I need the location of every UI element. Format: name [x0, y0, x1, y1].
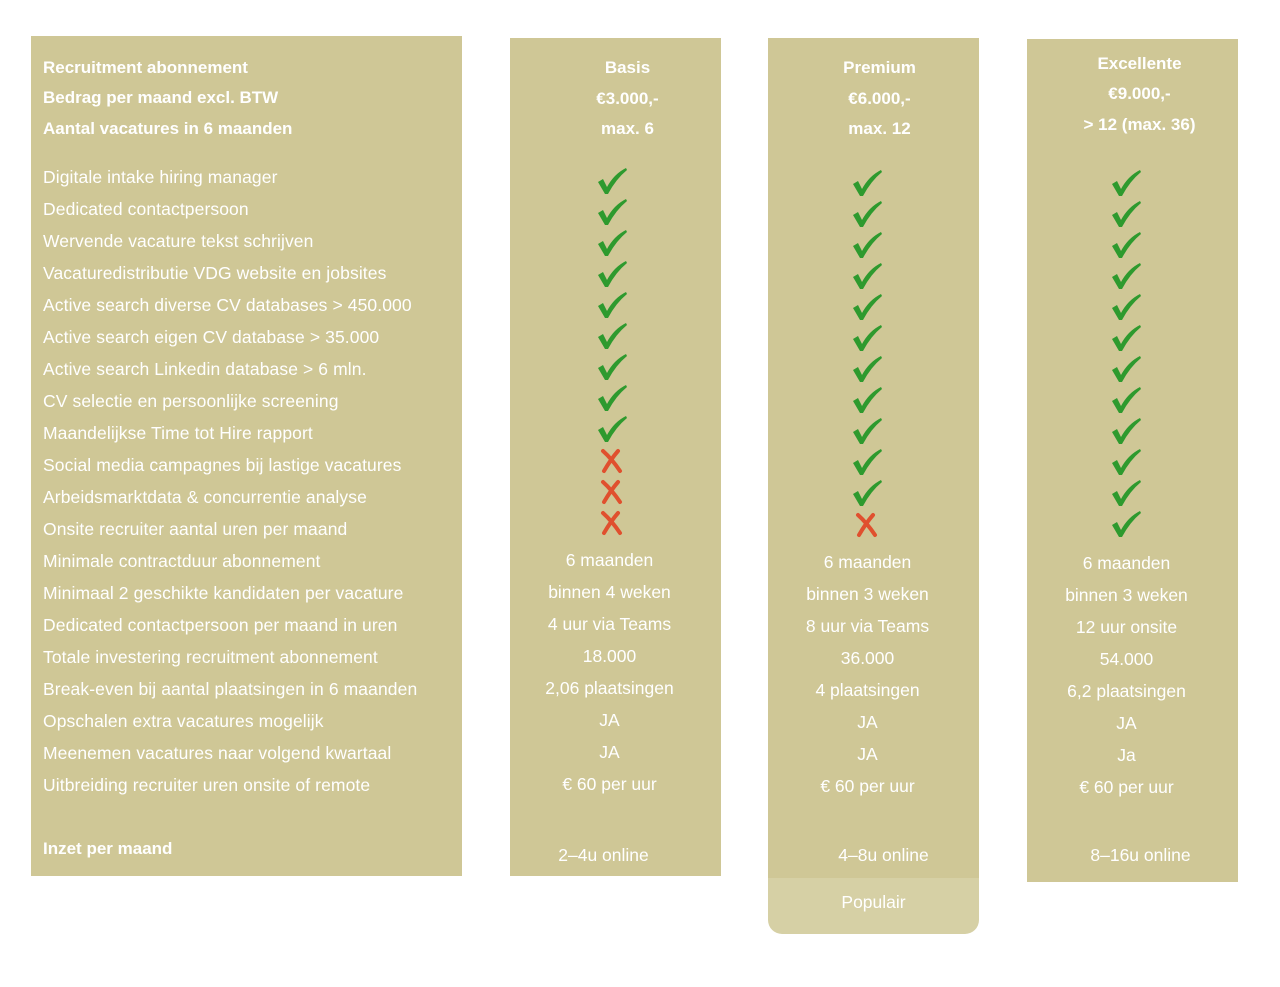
plan-name: Basis	[604, 58, 651, 77]
plan-value: 6 maanden	[823, 552, 912, 572]
feature-label: Meenemen vacatures naar volgend kwartaal	[43, 743, 392, 763]
plan-value: JA	[857, 712, 878, 732]
check-icon	[1112, 449, 1141, 475]
feature-label: CV selectie en persoonlijke screening	[43, 391, 339, 411]
check-icon	[853, 232, 882, 258]
plan-vacancies: > 12 (max. 36)	[1083, 115, 1196, 134]
check-icon	[598, 168, 627, 194]
plan-value: JA	[1116, 713, 1137, 733]
check-icon	[598, 292, 627, 318]
plan-value: JA	[857, 744, 878, 764]
check-icon	[598, 354, 627, 380]
check-icon	[1112, 201, 1141, 227]
feature-labels-panel	[31, 36, 462, 876]
check-icon	[853, 263, 882, 289]
cross-icon	[601, 480, 622, 504]
feature-label: Wervende vacature tekst schrijven	[43, 231, 314, 251]
plan-name: Excellente	[1097, 54, 1182, 73]
plan-value: 2,06 plaatsingen	[545, 678, 674, 698]
feature-label: Dedicated contactpersoon per maand in ur…	[43, 615, 398, 635]
check-icon	[1112, 325, 1141, 351]
plan-value: JA	[599, 710, 620, 730]
plan-value: 36.000	[840, 648, 895, 668]
popular-badge-label: Populair	[841, 892, 906, 912]
plan-value: 4 plaatsingen	[815, 680, 920, 700]
feature-label: Maandelijkse Time tot Hire rapport	[43, 423, 313, 443]
check-icon	[1112, 170, 1141, 196]
plan-value: binnen 3 weken	[1065, 585, 1188, 605]
check-icon	[853, 418, 882, 444]
feature-label: Totale investering recruitment abonnemen…	[43, 647, 378, 667]
check-icon	[1112, 418, 1141, 444]
check-icon	[1112, 232, 1141, 258]
feature-label: Break-even bij aantal plaatsingen in 6 m…	[43, 679, 418, 699]
feature-label: Opschalen extra vacatures mogelijk	[43, 711, 324, 731]
check-icon	[598, 416, 627, 442]
feature-label: Active search diverse CV databases > 450…	[43, 295, 412, 315]
plan-value: 6 maanden	[565, 550, 654, 570]
plan-name: Premium	[843, 58, 916, 77]
feature-label: Active search eigen CV database > 35.000	[43, 327, 380, 347]
plan-value: 8 uur via Teams	[805, 616, 930, 636]
plan-value: € 60 per uur	[820, 776, 915, 796]
plan-price: €3.000,-	[596, 89, 659, 108]
inzet-label: Inzet per maand	[43, 839, 173, 858]
popular-badge	[768, 878, 979, 934]
feature-label: Dedicated contactpersoon	[43, 199, 249, 219]
plan-price: €6.000,-	[848, 89, 911, 108]
feature-label: Onsite recruiter aantal uren per maand	[43, 519, 348, 539]
header-label: Recruitment abonnement	[43, 58, 248, 77]
check-icon	[598, 261, 627, 287]
check-icon	[1112, 356, 1141, 382]
check-icon	[598, 199, 627, 225]
plan-inzet: 4–8u online	[838, 845, 929, 865]
plan-value: 6 maanden	[1082, 553, 1171, 573]
plan-value: 4 uur via Teams	[547, 614, 672, 634]
check-icon	[853, 449, 882, 475]
check-icon	[1112, 263, 1141, 289]
check-icon	[1112, 511, 1141, 537]
check-icon	[1112, 294, 1141, 320]
plan-value: € 60 per uur	[562, 774, 657, 794]
plan-price: €9.000,-	[1108, 84, 1171, 103]
plan-vacancies: max. 6	[601, 119, 654, 138]
check-icon	[1112, 480, 1141, 506]
plan-value: binnen 4 weken	[548, 582, 671, 602]
feature-label: Digitale intake hiring manager	[43, 167, 278, 187]
feature-label: Minimale contractduur abonnement	[43, 551, 321, 571]
check-icon	[1112, 387, 1141, 413]
plan-value: JA	[599, 742, 620, 762]
plan-value: 18.000	[582, 646, 637, 666]
check-icon	[853, 201, 882, 227]
cross-icon	[856, 513, 877, 537]
check-icon	[853, 325, 882, 351]
cross-icon	[601, 511, 622, 535]
plan-value: 6,2 plaatsingen	[1067, 681, 1186, 701]
feature-label: Active search Linkedin database > 6 mln.	[43, 359, 367, 379]
check-icon	[598, 230, 627, 256]
plan-value: € 60 per uur	[1079, 777, 1174, 797]
feature-label: Minimaal 2 geschikte kandidaten per vaca…	[43, 583, 404, 603]
check-icon	[853, 356, 882, 382]
cross-icon	[601, 449, 622, 473]
check-icon	[598, 323, 627, 349]
header-label: Bedrag per maand excl. BTW	[43, 88, 279, 107]
plan-value: 12 uur onsite	[1075, 617, 1178, 637]
plan-inzet: 2–4u online	[558, 845, 649, 865]
plan-value: binnen 3 weken	[806, 584, 929, 604]
plan-vacancies: max. 12	[848, 119, 911, 138]
check-icon	[853, 170, 882, 196]
plan-value: 54.000	[1099, 649, 1154, 669]
feature-label: Uitbreiding recruiter uren onsite of rem…	[43, 775, 371, 795]
header-label: Aantal vacatures in 6 maanden	[43, 119, 293, 138]
feature-label: Arbeidsmarktdata & concurrentie analyse	[43, 487, 367, 507]
check-icon	[598, 385, 627, 411]
plan-inzet: 8–16u online	[1090, 845, 1191, 865]
check-icon	[853, 294, 882, 320]
feature-label: Vacaturedistributie VDG website en jobsi…	[43, 263, 387, 283]
feature-label: Social media campagnes bij lastige vacat…	[43, 455, 402, 475]
check-icon	[853, 480, 882, 506]
plan-value: Ja	[1117, 745, 1136, 765]
check-icon	[853, 387, 882, 413]
